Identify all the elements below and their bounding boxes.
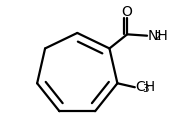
Text: CH: CH [135,80,156,94]
Text: NH: NH [147,29,168,43]
Text: 2: 2 [155,32,161,42]
Text: 3: 3 [143,84,149,94]
Text: O: O [122,5,133,19]
